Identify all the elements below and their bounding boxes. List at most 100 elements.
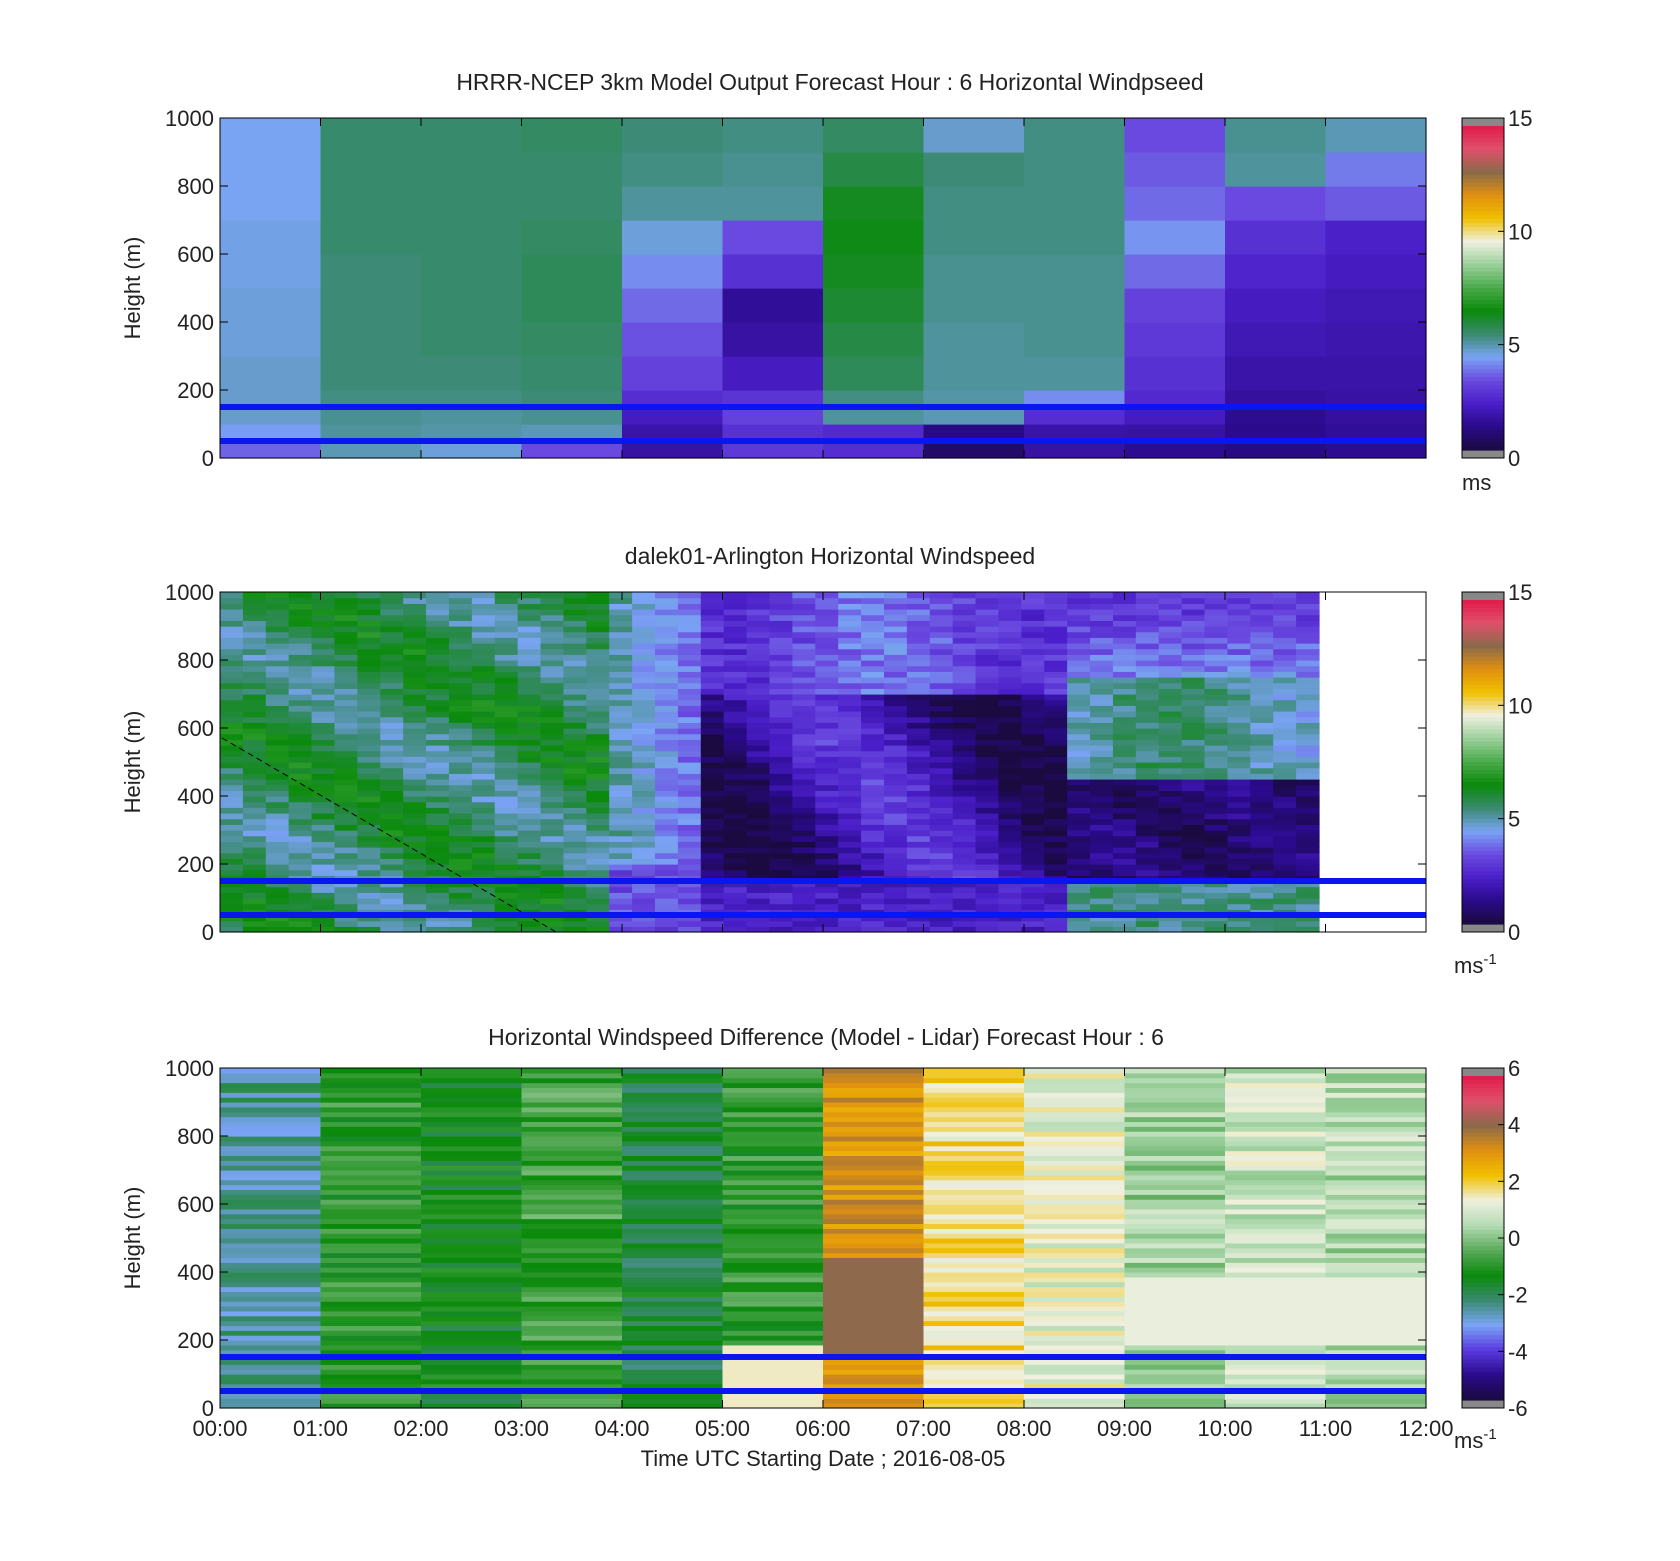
difference-cell <box>421 1208 523 1215</box>
lidar-cell <box>998 682 1022 689</box>
lidar-cell <box>311 790 336 797</box>
lidar-cell <box>792 654 816 661</box>
lidar-cell <box>563 716 587 723</box>
lidar-cell <box>998 637 1022 644</box>
lidar-cell <box>586 722 610 729</box>
colorbar-swatch <box>1462 1104 1504 1109</box>
lidar-cell <box>1135 728 1160 735</box>
lidar-cell <box>1112 807 1137 814</box>
difference-cell <box>1024 1233 1126 1239</box>
model-cell <box>1024 407 1126 425</box>
lidar-cell <box>1112 796 1137 803</box>
lidar-cell <box>1158 722 1183 729</box>
lidar-cell <box>334 767 358 774</box>
lidar-cell <box>975 926 1000 933</box>
lidar-cell <box>655 733 679 740</box>
lidar-cell <box>1227 841 1251 848</box>
lidar-cell <box>609 750 633 757</box>
lidar-cell <box>700 671 725 678</box>
lidar-cell <box>517 671 542 678</box>
lidar-cell <box>265 660 290 667</box>
difference-cell <box>1024 1136 1126 1142</box>
difference-cell <box>823 1189 925 1195</box>
lidar-cell <box>1090 665 1114 672</box>
colorbar-swatch <box>1462 425 1504 431</box>
lidar-cell <box>975 779 1000 786</box>
colorbar-tick-label: 2 <box>1508 1169 1520 1194</box>
lidar-cell <box>998 801 1022 808</box>
lidar-cell <box>494 660 519 667</box>
lidar-cell <box>1273 643 1297 650</box>
difference-cell <box>1225 1306 1327 1312</box>
lidar-cell <box>1181 920 1206 927</box>
difference-cell <box>722 1208 824 1215</box>
difference-cell <box>1225 1082 1327 1089</box>
lidar-cell <box>792 682 816 689</box>
lidar-cell <box>815 671 839 678</box>
lidar-cell <box>311 711 336 718</box>
lidar-cell <box>1250 677 1274 684</box>
model-cell <box>1325 118 1427 153</box>
model-cell <box>421 424 523 442</box>
lidar-cell <box>220 750 244 757</box>
difference-cell <box>823 1247 925 1254</box>
lidar-cell <box>1090 750 1114 757</box>
lidar-cell <box>609 915 633 922</box>
lidar-cell <box>1181 677 1206 684</box>
difference-cell <box>622 1223 724 1229</box>
lidar-cell <box>723 654 748 661</box>
lidar-cell <box>906 779 931 786</box>
lidar-cell <box>1112 728 1137 735</box>
lidar-cell <box>1044 682 1068 689</box>
lidar-cell <box>540 813 565 820</box>
lidar-cell <box>448 665 473 672</box>
lidar-cell <box>403 920 427 927</box>
difference-cell <box>1124 1286 1226 1293</box>
lidar-cell <box>586 643 610 650</box>
lidar-cell <box>265 898 290 905</box>
lidar-cell <box>975 728 1000 735</box>
lidar-cell <box>1204 597 1229 604</box>
lidar-cell <box>1204 631 1229 638</box>
lidar-cell <box>1296 858 1320 865</box>
lidar-cell <box>1296 864 1320 871</box>
lidar-cell <box>838 614 862 621</box>
lidar-cell <box>929 784 954 791</box>
lidar-cell <box>883 869 908 876</box>
lidar-cell <box>517 716 542 723</box>
lidar-cell <box>1044 694 1068 701</box>
difference-cell <box>320 1189 422 1195</box>
model-cell <box>622 288 724 323</box>
lidar-cell <box>1135 773 1160 780</box>
lidar-cell <box>952 739 977 746</box>
lidar-cell <box>769 750 793 757</box>
difference-cell <box>320 1165 422 1171</box>
lidar-cell <box>815 733 839 740</box>
lidar-cell <box>723 858 748 865</box>
difference-cell <box>823 1174 925 1181</box>
colorbar-swatch <box>1462 377 1504 382</box>
difference-cell <box>421 1160 523 1166</box>
lidar-cell <box>1204 745 1229 752</box>
lidar-cell <box>288 648 313 655</box>
lidar-cell <box>357 705 381 712</box>
lidar-cell <box>242 903 267 910</box>
lidar-cell <box>655 728 679 735</box>
lidar-cell <box>1273 784 1297 791</box>
lidar-cell <box>471 767 496 774</box>
lidar-cell <box>357 779 381 786</box>
difference-cell <box>521 1281 623 1288</box>
lidar-cell <box>815 660 839 667</box>
difference-cell <box>1024 1068 1126 1074</box>
lidar-cell <box>975 903 1000 910</box>
lidar-cell <box>471 609 496 616</box>
difference-cell <box>1325 1340 1427 1346</box>
difference-cell <box>421 1111 523 1118</box>
lidar-cell <box>1227 592 1251 599</box>
difference-cell <box>521 1194 623 1200</box>
lidar-cell <box>471 847 496 854</box>
lidar-cell <box>700 597 725 604</box>
difference-cell <box>823 1068 925 1074</box>
y-tick-label: 600 <box>177 242 214 267</box>
difference-cell <box>220 1242 322 1249</box>
